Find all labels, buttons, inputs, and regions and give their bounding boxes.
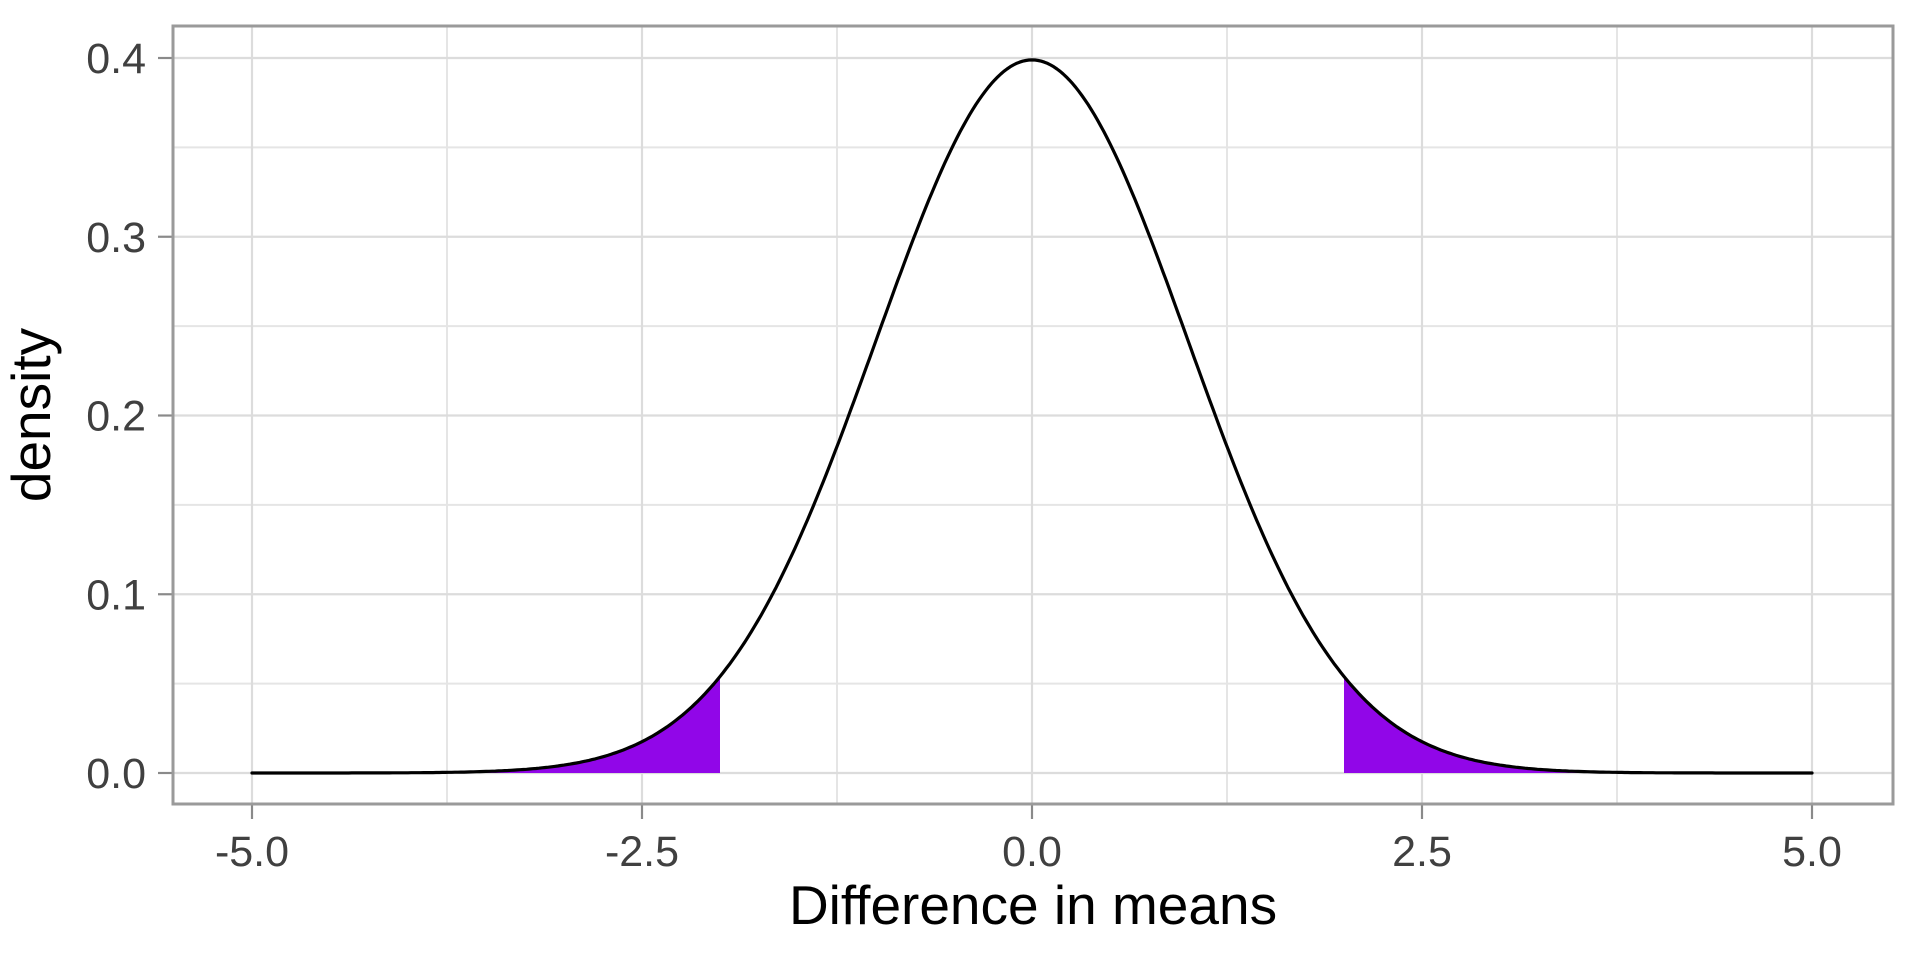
y-tick-label: 0.0	[86, 750, 146, 798]
x-tick-label: -5.0	[215, 828, 289, 876]
shaded-tail-regions	[252, 676, 1812, 773]
x-axis-title: Difference in means	[789, 874, 1277, 936]
y-axis-tick-labels: 0.0 0.1 0.2 0.3 0.4	[86, 35, 146, 798]
y-tick-label: 0.1	[86, 571, 146, 619]
density-curve	[250, 58, 1814, 775]
x-tick-label: 2.5	[1392, 828, 1452, 876]
y-tick-label: 0.2	[86, 393, 146, 441]
y-tick-label: 0.3	[86, 214, 146, 262]
y-axis-ticks	[158, 56, 172, 775]
y-axis-title: density	[0, 327, 62, 502]
panel-border	[171, 24, 1895, 806]
gridlines-major	[173, 26, 1893, 804]
x-tick-label: 0.0	[1002, 828, 1062, 876]
shaded-region-lower-tail	[252, 676, 720, 773]
shaded-region-upper-tail	[1344, 676, 1812, 773]
x-axis-ticks	[250, 805, 1814, 819]
x-tick-label: 5.0	[1782, 828, 1842, 876]
x-tick-label: -2.5	[605, 828, 679, 876]
y-tick-label: 0.4	[86, 35, 146, 83]
x-axis-tick-labels: -5.0 -2.5 0.0 2.5 5.0	[215, 828, 1842, 876]
